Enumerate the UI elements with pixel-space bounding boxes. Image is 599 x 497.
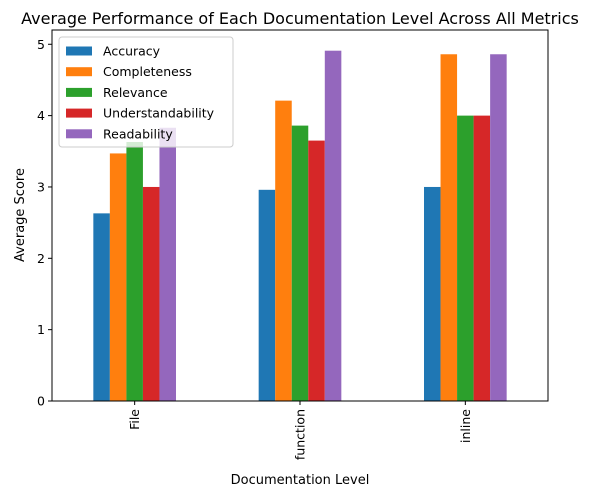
bar-relevance-file — [126, 142, 143, 401]
bar-completeness-function — [275, 100, 292, 401]
legend-label-completeness: Completeness — [103, 64, 192, 79]
bars-layer — [93, 50, 507, 402]
bar-accuracy-function — [258, 189, 276, 401]
bar-understandability-function — [308, 140, 325, 401]
legend-label-relevance: Relevance — [103, 85, 168, 100]
y-tick-label: 1 — [37, 322, 45, 337]
bar-readability-inline — [490, 54, 507, 401]
x-axis-ticks: File function inline — [127, 401, 473, 460]
chart-title: Average Performance of Each Documentatio… — [21, 9, 579, 28]
bar-completeness-inline — [440, 54, 458, 401]
legend-swatch-relevance — [66, 87, 92, 97]
x-tick-label: File — [127, 409, 142, 430]
x-tick-label: function — [293, 409, 308, 460]
bar-accuracy-file — [93, 213, 110, 401]
x-axis-label: Documentation Level — [231, 473, 370, 488]
x-tick-label: inline — [458, 409, 473, 443]
bar-understandability-inline — [473, 115, 491, 401]
legend-label-understandability: Understandability — [103, 106, 215, 121]
bar-readability-file — [159, 127, 176, 401]
bar-completeness-file — [109, 153, 127, 401]
legend: Accuracy Completeness Relevance Understanda… — [58, 36, 234, 148]
legend-label-readability: Readability — [103, 126, 173, 141]
y-tick-label: 0 — [37, 394, 45, 409]
y-tick-label: 4 — [37, 108, 45, 123]
y-tick-label: 3 — [37, 179, 45, 194]
legend-swatch-readability — [66, 129, 92, 139]
legend-swatch-accuracy — [66, 46, 92, 56]
bar-accuracy-inline — [424, 186, 441, 401]
y-axis-label: Average Score — [13, 168, 28, 262]
bar-relevance-function — [291, 125, 309, 401]
bar-readability-function — [324, 50, 342, 402]
legend-swatch-understandability — [66, 108, 92, 118]
legend-box — [58, 36, 234, 148]
y-tick-label: 2 — [37, 251, 45, 266]
legend-swatch-completeness — [66, 67, 92, 77]
y-axis-ticks: 0 1 2 3 4 5 — [37, 37, 52, 409]
y-tick-label: 5 — [37, 37, 45, 52]
legend-label-accuracy: Accuracy — [103, 44, 161, 59]
bar-relevance-inline — [457, 115, 474, 401]
bar-understandability-file — [142, 186, 160, 401]
